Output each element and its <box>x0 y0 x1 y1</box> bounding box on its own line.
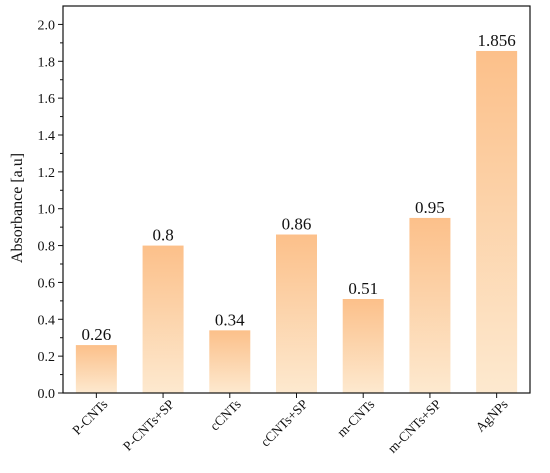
y-tick-label: 1.0 <box>38 203 56 218</box>
value-label-cCNTs+SP: 0.86 <box>282 215 312 234</box>
x-tick-label-cCNTs: cCNTs <box>207 397 244 434</box>
y-tick-label: 0.8 <box>38 240 56 255</box>
bar-AgNPs <box>476 50 518 394</box>
y-tick-label: 0.2 <box>38 350 56 365</box>
bar-cCNTs <box>209 330 251 393</box>
y-tick-label: 0.0 <box>38 387 56 402</box>
x-tick-label-P-CNTs: P-CNTs <box>69 397 110 438</box>
value-label-P-CNTs: 0.26 <box>81 325 111 344</box>
bar-cCNTs+SP <box>276 234 317 393</box>
value-label-cCNTs: 0.34 <box>215 310 245 329</box>
y-tick-label: 1.8 <box>38 55 56 70</box>
y-axis-title: Absorbance [a.u] <box>9 153 26 263</box>
value-label-m-CNTs: 0.51 <box>348 279 378 298</box>
bar-P-CNTs+SP <box>142 245 184 393</box>
plot-frame <box>62 5 531 394</box>
bars: 0.26 0.8 0.34 0.86 0.51 0.95 1.856 <box>75 31 518 394</box>
x-tick-label-m-CNTs: m-CNTs <box>334 397 377 440</box>
x-tick-label-AgNPs: AgNPs <box>473 397 511 435</box>
bar-P-CNTs <box>75 345 117 393</box>
value-label-m-CNTs+SP: 0.95 <box>415 198 445 217</box>
value-label-AgNPs: 1.856 <box>478 31 516 50</box>
y-tick-label: 2.0 <box>38 18 56 33</box>
x-tick-label-cCNTs+SP: cCNTs+SP <box>258 397 311 450</box>
y-tick-label: 0.4 <box>38 313 56 328</box>
x-tick-label-P-CNTs+SP: P-CNTs+SP <box>120 397 177 454</box>
y-tick-label: 1.4 <box>38 129 56 144</box>
bar-m-CNTs <box>342 299 384 393</box>
y-tick-label: 1.2 <box>38 166 56 181</box>
y-tick-label: 1.6 <box>38 92 56 107</box>
x-tick-label-m-CNTs+SP: m-CNTs+SP <box>385 397 444 456</box>
value-label-P-CNTs+SP: 0.8 <box>152 226 173 245</box>
bar-m-CNTs+SP <box>409 217 451 393</box>
y-tick-label: 0.6 <box>38 276 56 291</box>
